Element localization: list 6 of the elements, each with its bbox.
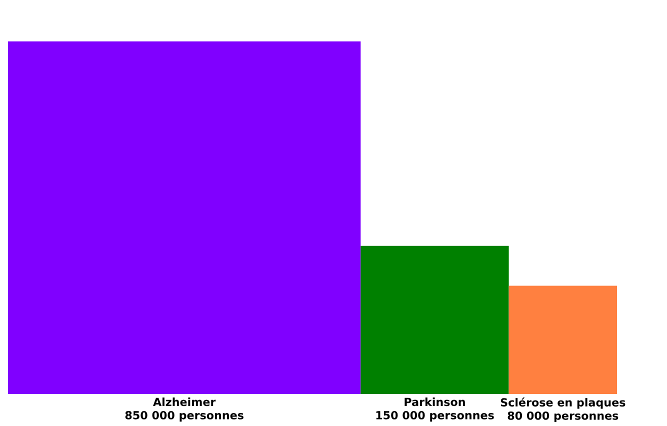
category-label: Parkinson xyxy=(404,398,465,406)
data-label: 850 000 personnes xyxy=(125,411,244,422)
data-label: 80 000 personnes xyxy=(508,411,618,422)
category-label: Sclérose en plaques xyxy=(500,398,626,409)
category-label: Alzheimer xyxy=(153,398,216,406)
data-label: 150 000 personnes xyxy=(376,411,494,422)
